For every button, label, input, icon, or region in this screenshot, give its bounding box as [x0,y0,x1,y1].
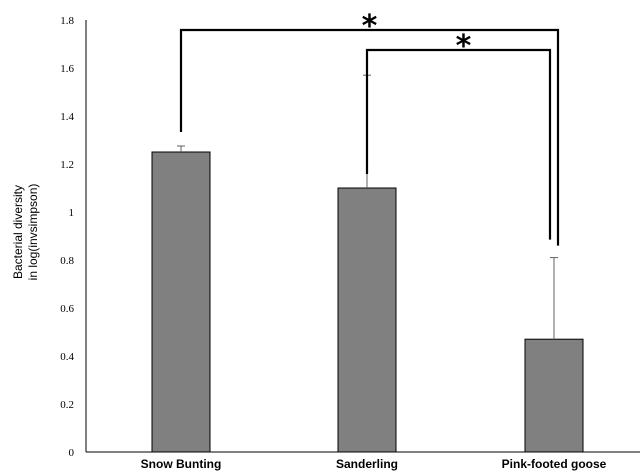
category-labels: Snow Bunting Sanderling Pink-footed goose [141,457,607,471]
y-tick-label: 1 [69,207,75,219]
y-tick-label: 0.4 [60,351,74,363]
y-tick-label: 0.2 [60,399,74,411]
significance-star: * [362,9,378,44]
bars [151,151,584,453]
bar [151,151,211,453]
y-tick-label: 0 [69,447,75,459]
y-tick-labels: 0 0.2 0.4 0.6 0.8 1 1.2 1.4 1.6 1.8 [60,15,74,459]
y-tick-label: 1.4 [60,111,74,123]
x-tick-label: Pink-footed goose [502,457,607,471]
y-tick-label: 0.8 [60,255,74,267]
y-tick-label: 1.6 [60,63,74,75]
significance-bracket [365,48,552,240]
bar [524,338,584,453]
x-tick-label: Snow Bunting [141,457,222,471]
y-tick-label: 1.8 [60,15,74,27]
y-tick-label: 1.2 [60,159,74,171]
y-axis-label-line-1: Bacterial diversity [11,185,25,279]
significance-bracket [179,28,560,246]
significance-star: * [456,29,472,64]
bar [337,187,397,453]
y-tick-label: 0.6 [60,303,74,315]
y-axis-label-line-2: in log(invsimpson) [26,184,40,281]
significance-brackets: ** [179,9,560,246]
y-axis-label: Bacterial diversity in log(invsimpson) [11,184,40,281]
x-tick-label: Sanderling [336,457,398,471]
